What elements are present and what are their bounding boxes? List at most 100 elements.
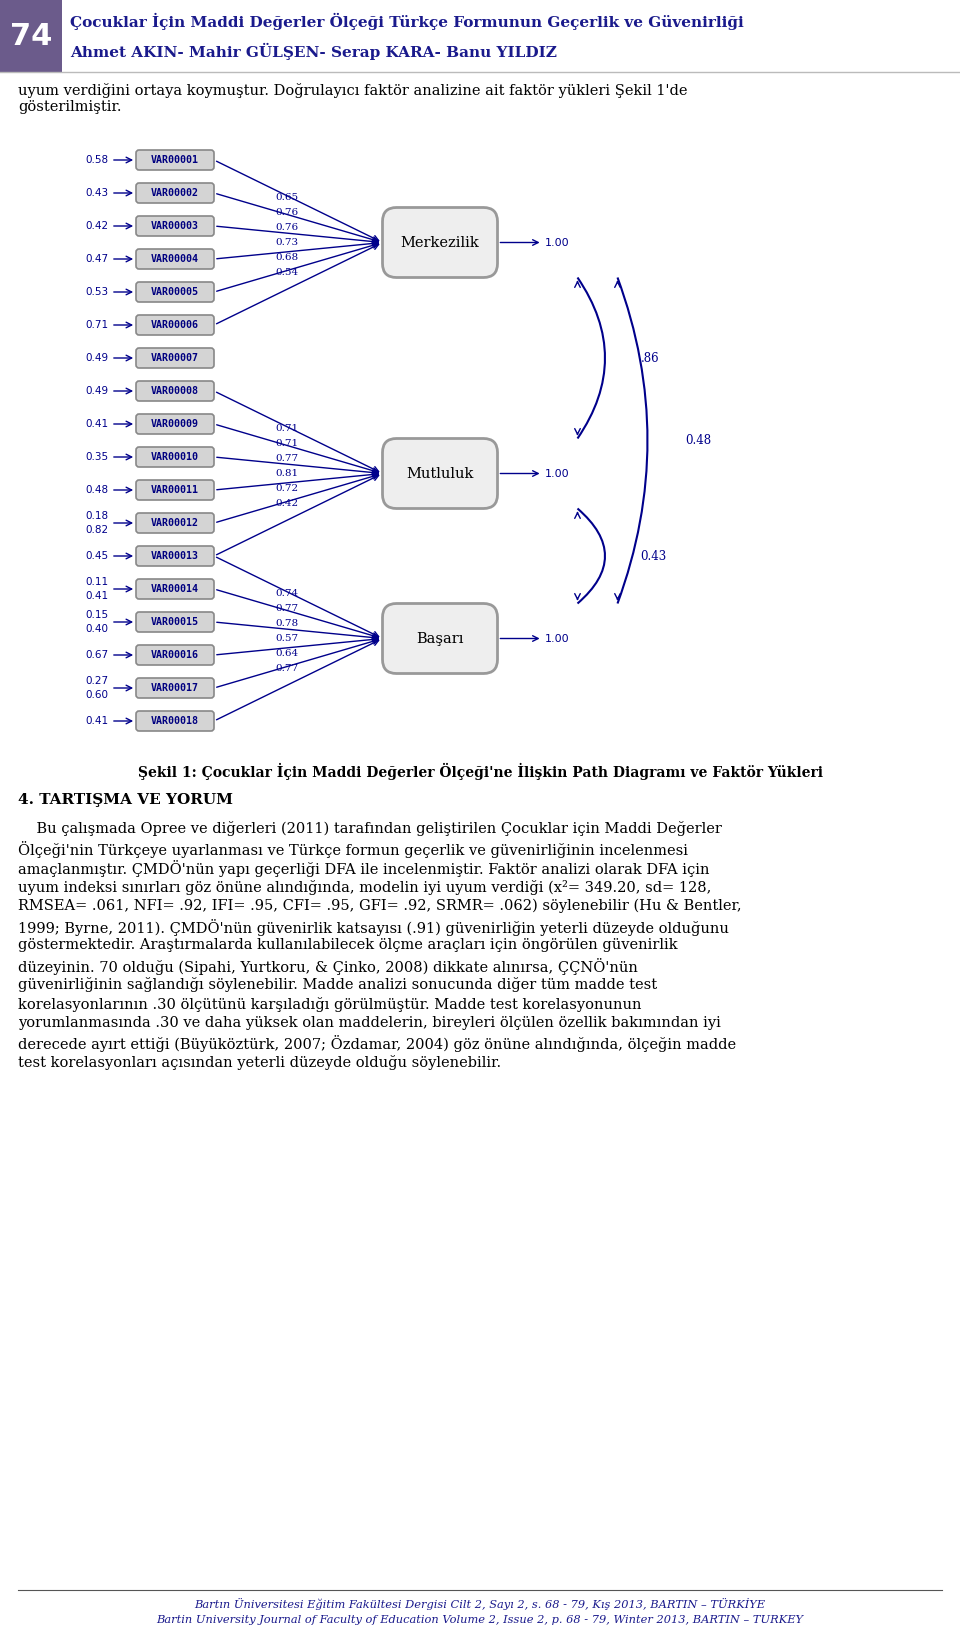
Text: amaçlanmıştır. ÇMDÖ'nün yapı geçerliği DFA ile incelenmiştir. Faktör analizi ola: amaçlanmıştır. ÇMDÖ'nün yapı geçerliği D… <box>18 859 709 877</box>
Text: VAR00016: VAR00016 <box>151 650 199 660</box>
Text: 0.18: 0.18 <box>84 511 108 521</box>
Text: RMSEA= .061, NFI= .92, IFI= .95, CFI= .95, GFI= .92, SRMR= .062) söylenebilir (H: RMSEA= .061, NFI= .92, IFI= .95, CFI= .9… <box>18 899 742 913</box>
FancyBboxPatch shape <box>136 150 214 170</box>
FancyBboxPatch shape <box>136 183 214 203</box>
Text: 0.67: 0.67 <box>84 650 108 660</box>
Text: yorumlanmasında .30 ve daha yüksek olan maddelerin, bireyleri ölçülen özellik ba: yorumlanmasında .30 ve daha yüksek olan … <box>18 1016 721 1029</box>
Text: 0.15: 0.15 <box>84 609 108 619</box>
Text: 0.77: 0.77 <box>276 605 299 613</box>
FancyBboxPatch shape <box>136 578 214 600</box>
Text: 0.71: 0.71 <box>276 440 299 448</box>
Text: VAR00002: VAR00002 <box>151 188 199 198</box>
Text: 1999; Byrne, 2011). ÇMDÖ'nün güvenirlik katsayısı (.91) güvenirliğin yeterli düz: 1999; Byrne, 2011). ÇMDÖ'nün güvenirlik … <box>18 918 729 936</box>
Text: 0.77: 0.77 <box>276 663 299 673</box>
Text: 0.74: 0.74 <box>276 590 299 598</box>
Text: 74: 74 <box>10 21 52 51</box>
FancyBboxPatch shape <box>136 711 214 730</box>
FancyBboxPatch shape <box>136 315 214 335</box>
Text: VAR00007: VAR00007 <box>151 353 199 363</box>
Bar <box>0 0 62 72</box>
Text: 0.77: 0.77 <box>276 454 299 462</box>
Text: 0.76: 0.76 <box>276 224 299 232</box>
Text: Mutluluk: Mutluluk <box>406 466 473 480</box>
Text: 0.65: 0.65 <box>276 193 299 203</box>
Text: VAR00014: VAR00014 <box>151 583 199 595</box>
FancyBboxPatch shape <box>136 613 214 632</box>
Text: derecede ayırt ettiği (Büyüköztürk, 2007; Özdamar, 2004) göz önüne alındığında, : derecede ayırt ettiği (Büyüköztürk, 2007… <box>18 1036 736 1052</box>
Text: 0.78: 0.78 <box>276 619 299 627</box>
Text: 0.57: 0.57 <box>276 634 299 642</box>
Text: 0.27: 0.27 <box>84 676 108 686</box>
FancyBboxPatch shape <box>136 248 214 270</box>
Text: 0.11: 0.11 <box>84 577 108 587</box>
Text: VAR00018: VAR00018 <box>151 716 199 725</box>
Text: VAR00004: VAR00004 <box>151 253 199 265</box>
Text: 0.76: 0.76 <box>276 208 299 217</box>
FancyBboxPatch shape <box>136 645 214 665</box>
Text: 0.72: 0.72 <box>276 484 299 493</box>
Text: Merkezilik: Merkezilik <box>400 235 479 250</box>
Text: test korelasyonları açısından yeterli düzeyde olduğu söylenebilir.: test korelasyonları açısından yeterli dü… <box>18 1056 501 1070</box>
Text: 0.35: 0.35 <box>84 453 108 462</box>
FancyBboxPatch shape <box>382 438 497 508</box>
Text: 0.42: 0.42 <box>84 221 108 230</box>
Text: 0.41: 0.41 <box>84 418 108 430</box>
Text: 0.43: 0.43 <box>84 188 108 198</box>
FancyBboxPatch shape <box>136 513 214 533</box>
Text: 1.00: 1.00 <box>544 469 569 479</box>
Text: 0.49: 0.49 <box>84 353 108 363</box>
Text: VAR00005: VAR00005 <box>151 288 199 297</box>
Text: VAR00006: VAR00006 <box>151 320 199 330</box>
FancyBboxPatch shape <box>136 283 214 302</box>
Text: 0.73: 0.73 <box>276 239 299 247</box>
Text: göstermektedir. Araştırmalarda kullanılabilecek ölçme araçları için öngörülen gü: göstermektedir. Araştırmalarda kullanıla… <box>18 938 678 953</box>
Text: VAR00008: VAR00008 <box>151 386 199 395</box>
Text: 0.48: 0.48 <box>84 485 108 495</box>
FancyBboxPatch shape <box>382 603 497 673</box>
Text: 0.64: 0.64 <box>276 649 299 659</box>
Text: 0.41: 0.41 <box>84 592 108 601</box>
Text: Ahmet AKIN- Mahir GÜLŞEN- Serap KARA- Banu YILDIZ: Ahmet AKIN- Mahir GÜLŞEN- Serap KARA- Ba… <box>70 42 557 59</box>
Text: korelasyonlarının .30 ölçütünü karşıladığı görülmüştür. Madde test korelasyonunu: korelasyonlarının .30 ölçütünü karşıladı… <box>18 997 641 1011</box>
Text: VAR00001: VAR00001 <box>151 155 199 165</box>
Text: VAR00013: VAR00013 <box>151 551 199 560</box>
Text: Bartın Üniversitesi Eğitim Fakültesi Dergisi Cilt 2, Sayı 2, s. 68 - 79, Kış 201: Bartın Üniversitesi Eğitim Fakültesi Der… <box>195 1598 765 1609</box>
FancyBboxPatch shape <box>136 381 214 400</box>
Text: .86: .86 <box>640 351 660 364</box>
Text: 0.47: 0.47 <box>84 253 108 265</box>
Text: VAR00003: VAR00003 <box>151 221 199 230</box>
Text: 0.43: 0.43 <box>640 549 667 562</box>
Text: Çocuklar İçin Maddi Değerler Ölçeği Türkçe Formunun Geçerlik ve Güvenirliği: Çocuklar İçin Maddi Değerler Ölçeği Türk… <box>70 13 744 29</box>
Text: düzeyinin. 70 olduğu (Sipahi, Yurtkoru, & Çinko, 2008) dikkate alınırsa, ÇÇNÖ'nü: düzeyinin. 70 olduğu (Sipahi, Yurtkoru, … <box>18 958 637 974</box>
Text: 1.00: 1.00 <box>544 634 569 644</box>
Text: 0.41: 0.41 <box>84 716 108 725</box>
Text: VAR00012: VAR00012 <box>151 518 199 528</box>
Text: 0.49: 0.49 <box>84 386 108 395</box>
Text: 0.45: 0.45 <box>84 551 108 560</box>
Text: 0.48: 0.48 <box>685 435 711 448</box>
Text: 0.53: 0.53 <box>84 288 108 297</box>
Text: gösterilmiştir.: gösterilmiştir. <box>18 100 122 114</box>
Text: uyum verdiğini ortaya koymuştur. Doğrulayıcı faktör analizine ait faktör yükleri: uyum verdiğini ortaya koymuştur. Doğrula… <box>18 83 687 98</box>
Text: Başarı: Başarı <box>417 631 464 645</box>
FancyBboxPatch shape <box>136 216 214 235</box>
Text: VAR00017: VAR00017 <box>151 683 199 693</box>
FancyBboxPatch shape <box>382 208 497 278</box>
Text: 0.60: 0.60 <box>85 690 108 699</box>
FancyBboxPatch shape <box>136 480 214 500</box>
Text: Bu çalışmada Opree ve diğerleri (2011) tarafından geliştirilen Çocuklar için Mad: Bu çalışmada Opree ve diğerleri (2011) t… <box>18 820 722 837</box>
Text: 0.54: 0.54 <box>276 268 299 276</box>
Text: VAR00009: VAR00009 <box>151 418 199 430</box>
FancyBboxPatch shape <box>136 413 214 435</box>
Text: güvenirliğinin sağlandığı söylenebilir. Madde analizi sonucunda diğer tüm madde : güvenirliğinin sağlandığı söylenebilir. … <box>18 977 658 992</box>
Text: VAR00015: VAR00015 <box>151 618 199 627</box>
FancyBboxPatch shape <box>136 546 214 565</box>
Text: 4. TARTIŞMA VE YORUM: 4. TARTIŞMA VE YORUM <box>18 792 233 807</box>
Text: 0.58: 0.58 <box>84 155 108 165</box>
FancyBboxPatch shape <box>136 678 214 698</box>
Text: uyum indeksi sınırları göz önüne alındığında, modelin iyi uyum verdiği (x²= 349.: uyum indeksi sınırları göz önüne alındığ… <box>18 879 711 894</box>
Text: 0.68: 0.68 <box>276 253 299 261</box>
Text: 0.42: 0.42 <box>276 498 299 508</box>
Text: 0.82: 0.82 <box>84 525 108 534</box>
Text: 0.71: 0.71 <box>276 425 299 433</box>
